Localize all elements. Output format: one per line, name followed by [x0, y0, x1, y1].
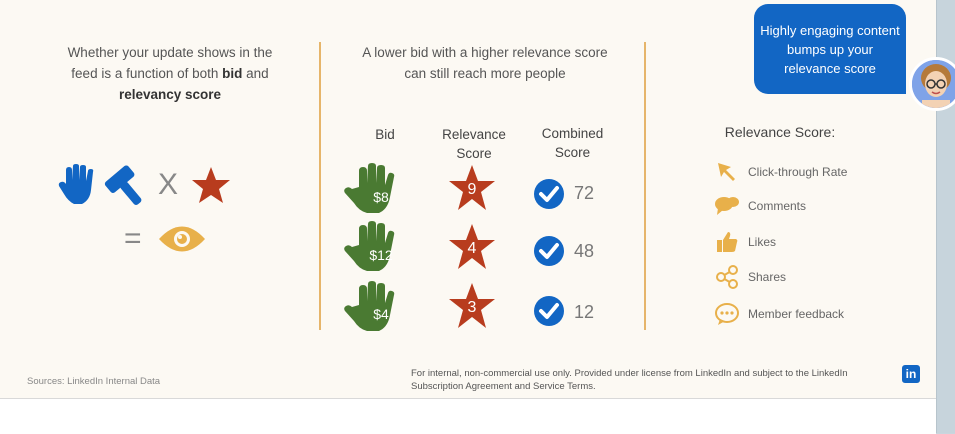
check-circle-icon [534, 179, 564, 209]
chat-dots-icon [715, 303, 739, 325]
check-circle-icon [534, 236, 564, 266]
relevance-item: Click-through Rate [714, 160, 847, 184]
equals-sign: = [124, 222, 142, 255]
column-header-relevance: Relevance Score [442, 127, 506, 161]
license-note: For internal, non-commercial use only. P… [411, 368, 848, 392]
bid-relevancy-explanation: Whether your update shows in the feed is… [67, 45, 273, 102]
relevance-value: 3 [467, 299, 477, 316]
relevance-star-icon [449, 224, 495, 269]
relevance-value: 9 [467, 181, 477, 198]
column-header-combined: Combined Score [541, 126, 604, 160]
relevance-star-icon [449, 165, 495, 210]
combined-value: 12 [574, 302, 595, 322]
relevance-item: Comments [714, 194, 806, 218]
star-icon [192, 167, 230, 203]
column-header-bid: Bid [375, 127, 395, 142]
green-hand-icon [344, 221, 395, 271]
bid-value: $12 [369, 247, 393, 263]
speech-bubble: Highly engaging content bumps up your re… [754, 4, 906, 94]
linkedin-logo: in [902, 365, 920, 383]
hand-icon [58, 164, 94, 204]
eye-icon [159, 226, 205, 252]
relevance-value: 4 [467, 240, 477, 257]
sources-note: Sources: LinkedIn Internal Data [27, 376, 161, 387]
below-slide-area [0, 398, 936, 434]
avatar-face-icon [912, 60, 955, 108]
share-icon [716, 265, 738, 289]
divider-left [319, 42, 321, 330]
green-hand-icon [344, 163, 395, 213]
times-sign: X [158, 168, 179, 201]
bid-value: $4 [373, 306, 389, 322]
avatar[interactable] [909, 57, 955, 111]
bid-value: $8 [373, 189, 389, 205]
relevance-item: Shares [714, 265, 786, 289]
check-circle-icon [534, 296, 564, 326]
cursor-arrow-icon [718, 163, 735, 181]
combined-value: 48 [574, 241, 595, 261]
relevance-star-icon [449, 283, 495, 328]
middle-heading: A lower bid with a higher relevance scor… [362, 45, 608, 81]
relevance-item: Likes [714, 230, 776, 254]
combined-value: 72 [574, 183, 595, 203]
green-hand-icon [344, 281, 395, 331]
relevance-item: Member feedback [714, 302, 844, 326]
speech-bubbles-icon [715, 197, 739, 215]
thumbs-up-icon [717, 232, 738, 252]
gavel-icon [104, 165, 142, 205]
slide: Whether your update shows in the feed is… [0, 0, 936, 398]
relevance-score-title: Relevance Score: [724, 124, 836, 140]
divider-right [644, 42, 646, 330]
